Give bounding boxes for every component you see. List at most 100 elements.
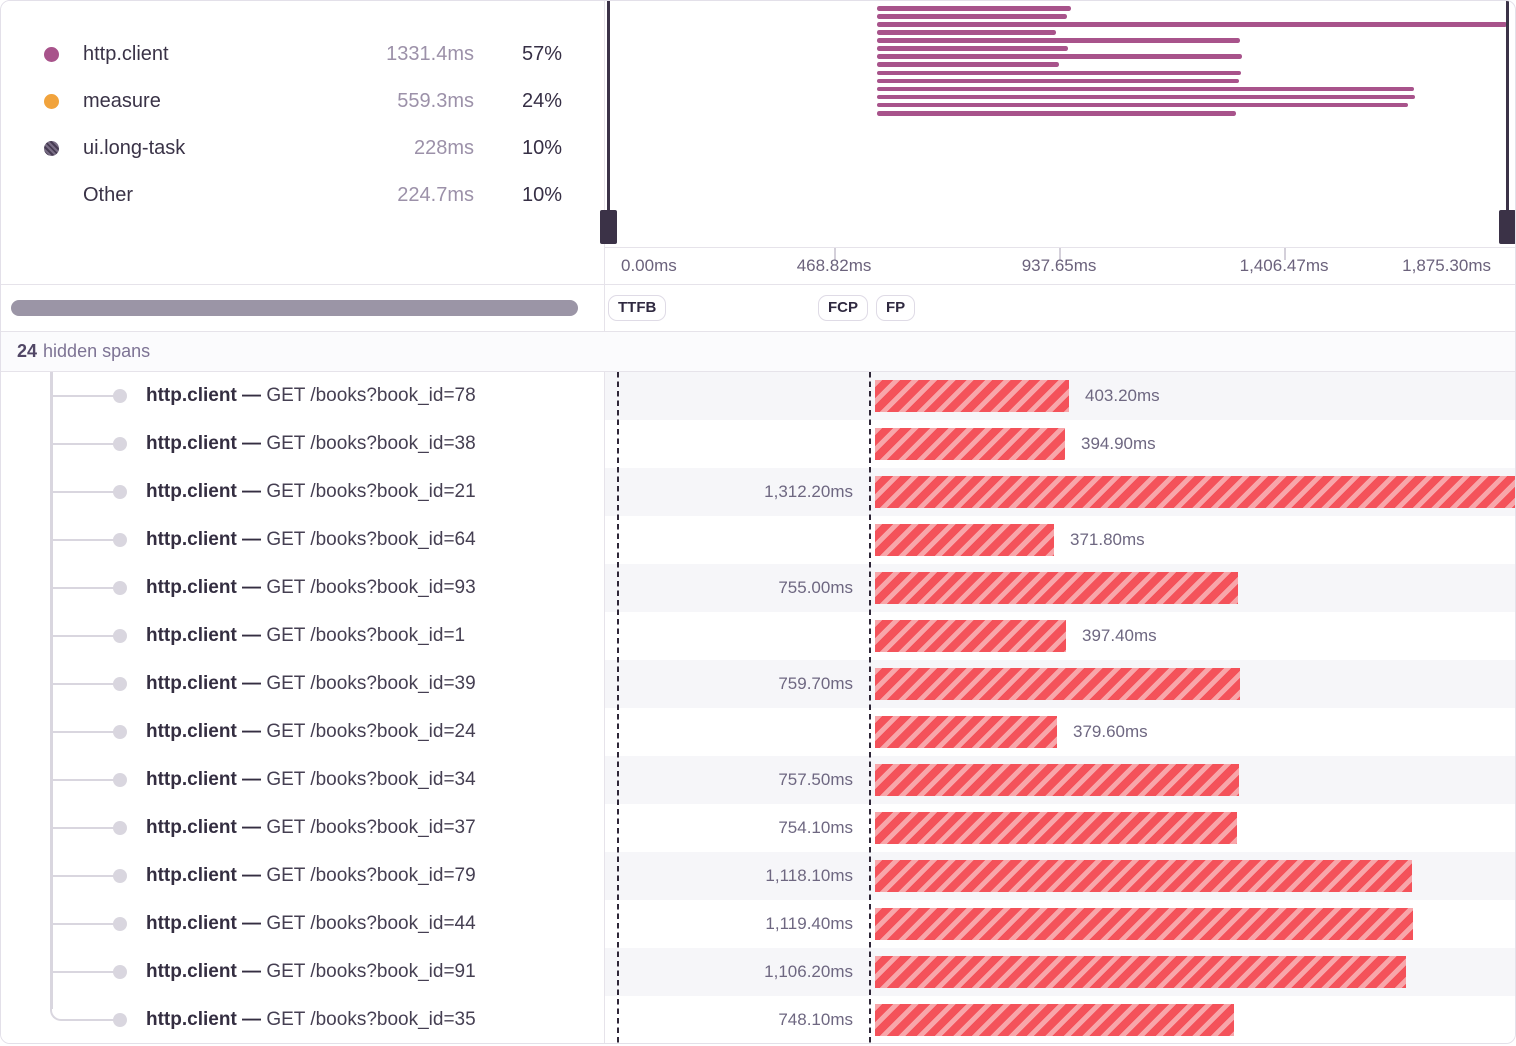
span-tree-trunk — [50, 372, 53, 1009]
span-separator: — — [236, 865, 267, 886]
span-op: http.client — [146, 769, 237, 790]
span-tree-connector — [52, 826, 115, 830]
legend-duration: 224.7ms — [397, 184, 474, 206]
span-separator: — — [236, 769, 267, 790]
minimap-span-bar — [877, 102, 1408, 108]
span-tree-connector — [52, 442, 115, 446]
span-duration-bar[interactable] — [875, 620, 1066, 652]
span-row[interactable]: http.client — GET /books?book_id=44 1,119… — [1, 900, 1515, 948]
span-tree-dot — [113, 389, 127, 403]
minimap-right-handle[interactable] — [1506, 1, 1509, 244]
span-duration-bar[interactable] — [875, 572, 1238, 604]
minimap-left-handle-grip[interactable] — [600, 210, 617, 244]
span-description: GET /books?book_id=78 — [266, 385, 476, 406]
span-row[interactable]: http.client — GET /books?book_id=35 748.1… — [1, 996, 1515, 1043]
span-description: GET /books?book_id=64 — [266, 529, 476, 550]
span-separator: — — [236, 961, 267, 982]
span-row[interactable]: http.client — GET /books?book_id=37 754.1… — [1, 804, 1515, 852]
span-description: GET /books?book_id=44 — [266, 913, 476, 934]
span-duration-label: 397.40ms — [1082, 626, 1157, 645]
span-row-timeline-bg — [605, 708, 1515, 756]
span-duration-bar[interactable] — [875, 812, 1237, 844]
minimap-span-bar — [877, 110, 1236, 116]
span-row[interactable]: http.client — GET /books?book_id=1 397.40… — [1, 612, 1515, 660]
span-duration-bar[interactable] — [875, 860, 1412, 892]
span-tree-dot — [113, 485, 127, 499]
span-tree-connector — [52, 970, 115, 974]
legend-op-label: ui.long-task — [83, 137, 186, 159]
span-tree-connector — [52, 394, 115, 398]
hidden-spans-count: 24 — [17, 341, 38, 361]
span-tree-connector — [52, 586, 115, 590]
span-duration-bar[interactable] — [875, 716, 1057, 748]
span-list-scrollbar-track — [1, 285, 605, 332]
time-axis: 0.00ms 468.82ms 937.65ms 1,406.47ms 1,875.30… — [605, 248, 1515, 285]
span-row[interactable]: http.client — GET /books?book_id=38 394.9… — [1, 420, 1515, 468]
span-row[interactable]: http.client — GET /books?book_id=24 379.6… — [1, 708, 1515, 756]
span-tree-connector — [52, 778, 115, 782]
span-duration-label: 755.00ms — [778, 578, 853, 597]
span-tree-dot — [113, 677, 127, 691]
span-duration-label: 394.90ms — [1081, 434, 1156, 453]
span-op: http.client — [146, 673, 237, 694]
minimap-span-bar — [877, 22, 1507, 27]
span-duration-bar[interactable] — [875, 380, 1069, 412]
span-op: http.client — [146, 481, 237, 502]
span-tree-connector — [62, 1018, 115, 1022]
span-duration-bar[interactable] — [875, 1004, 1234, 1036]
span-duration-bar[interactable] — [875, 764, 1239, 796]
span-row[interactable]: http.client — GET /books?book_id=39 759.7… — [1, 660, 1515, 708]
span-tree-connector — [52, 874, 115, 878]
span-duration-label: 748.10ms — [778, 1010, 853, 1029]
scrollbar-thumb[interactable] — [11, 300, 578, 316]
span-tree-dot — [113, 869, 127, 883]
span-tree-dot — [113, 821, 127, 835]
vital-marker-line — [617, 372, 619, 1043]
span-row[interactable]: http.client — GET /books?book_id=79 1,118… — [1, 852, 1515, 900]
span-op: http.client — [146, 529, 237, 550]
minimap-span-bar — [877, 38, 1240, 43]
span-tree-connector — [52, 730, 115, 734]
span-title: http.client — GET /books?book_id=21 — [146, 468, 476, 516]
span-minimap[interactable] — [600, 1, 1515, 248]
span-separator: — — [236, 1009, 267, 1030]
span-tree-dot — [113, 773, 127, 787]
span-row[interactable]: http.client — GET /books?book_id=93 755.0… — [1, 564, 1515, 612]
span-description: GET /books?book_id=93 — [266, 577, 476, 598]
span-tree-connector — [52, 634, 115, 638]
span-duration-label: 1,118.10ms — [765, 866, 853, 885]
span-tree-connector — [52, 922, 115, 926]
span-op: http.client — [146, 433, 237, 454]
span-row[interactable]: http.client — GET /books?book_id=64 371.8… — [1, 516, 1515, 564]
span-row[interactable]: http.client — GET /books?book_id=78 403.2… — [1, 372, 1515, 420]
span-row[interactable]: http.client — GET /books?book_id=91 1,106… — [1, 948, 1515, 996]
minimap-left-handle[interactable] — [607, 1, 610, 244]
span-duration-bar[interactable] — [875, 668, 1240, 700]
axis-tick-label: 468.82ms — [796, 256, 872, 275]
span-row-timeline-bg — [605, 516, 1515, 564]
span-title: http.client — GET /books?book_id=93 — [146, 564, 476, 612]
span-duration-bar[interactable] — [875, 476, 1515, 508]
span-op: http.client — [146, 625, 237, 646]
span-duration-bar[interactable] — [875, 428, 1065, 460]
minimap-span-bar — [877, 46, 1068, 51]
span-duration-label: 371.80ms — [1070, 530, 1145, 549]
span-duration-bar[interactable] — [875, 524, 1054, 556]
span-op: http.client — [146, 1009, 237, 1030]
minimap-right-handle-grip[interactable] — [1499, 210, 1515, 244]
span-duration-bar[interactable] — [875, 956, 1406, 988]
legend-op-label: http.client — [83, 43, 169, 65]
span-waterfall: http.client — GET /books?book_id=78 403.2… — [1, 372, 1515, 1043]
span-title: http.client — GET /books?book_id=34 — [146, 756, 476, 804]
legend-duration: 228ms — [413, 137, 474, 159]
vital-badge-fcp: FCP — [818, 295, 868, 321]
span-duration-bar[interactable] — [875, 908, 1413, 940]
span-row[interactable]: http.client — GET /books?book_id=34 757.5… — [1, 756, 1515, 804]
span-description: GET /books?book_id=24 — [266, 721, 476, 742]
span-tree-connector — [52, 490, 115, 494]
minimap-span-bar — [877, 30, 1056, 35]
span-tree-connector — [52, 682, 115, 686]
span-description: GET /books?book_id=1 — [266, 625, 466, 646]
span-row[interactable]: http.client — GET /books?book_id=21 1,312… — [1, 468, 1515, 516]
